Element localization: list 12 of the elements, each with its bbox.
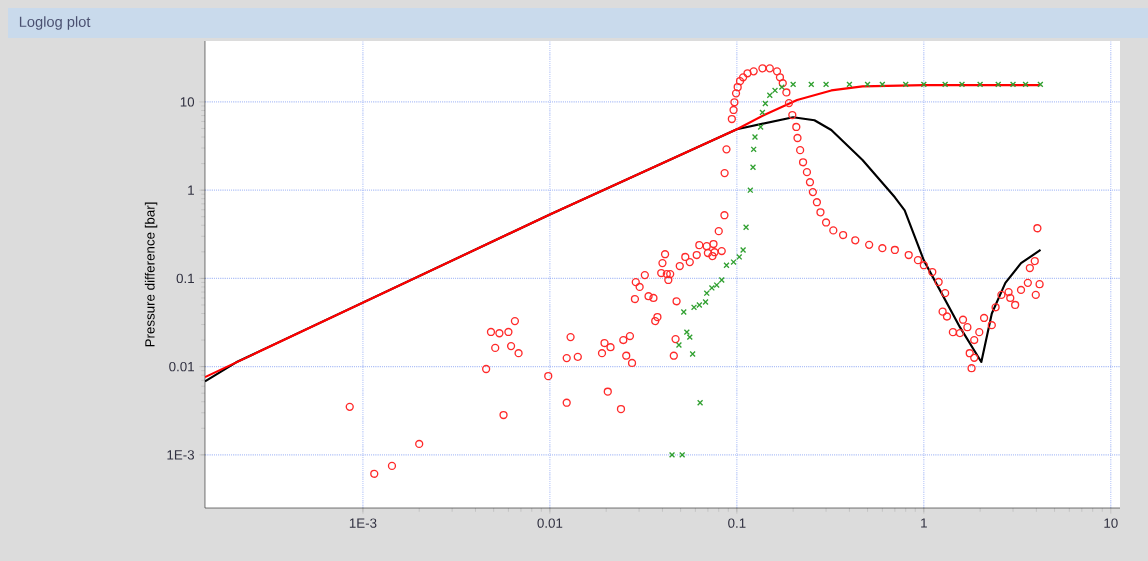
x-tick-label: 1	[921, 518, 927, 528]
y-tick-label: 0.01	[169, 361, 194, 372]
y-tick-label: 10	[180, 97, 195, 107]
x-tick-label: 1E-3	[349, 518, 377, 528]
text: Loglog plot	[19, 16, 91, 30]
x-tick-label: 0.1	[728, 518, 746, 528]
y-tick-label: 0.1	[176, 273, 194, 284]
y-tick-label: 1	[188, 185, 194, 195]
x-tick-label: 10	[1104, 518, 1118, 528]
y-axis-title: Pressure difference [bar]	[144, 202, 158, 347]
x-tick-label: 0.01	[537, 518, 563, 528]
y-tick-label: 1E-3	[167, 450, 195, 460]
